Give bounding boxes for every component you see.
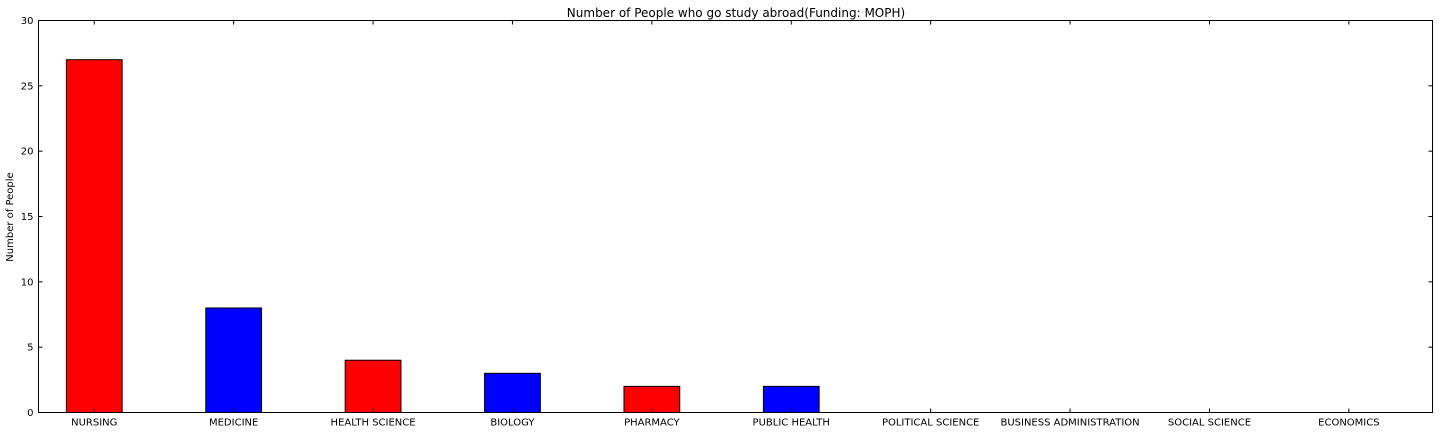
y-tick-label: 5 [27,343,33,354]
y-axis-label: Number of People [5,172,16,261]
x-tick-label: ECONOMICS [1318,418,1379,429]
x-tick-label: MEDICINE [209,418,258,429]
x-tick-label: PUBLIC HEALTH [753,418,830,429]
tick-labels-group: NURSING MEDICINE HEALTH SCIENCE BIOLOGY PHAR… [21,16,1380,429]
y-tick-label: 0 [27,408,33,419]
x-tick-label: NURSING [71,418,117,429]
x-tick-label: PHARMACY [624,418,680,429]
bar-public-health [762,385,820,414]
x-tick-label: HEALTH SCIENCE [331,418,416,429]
y-tick-label: 10 [21,277,34,288]
y-tick-label: 15 [21,212,34,223]
bars-group [65,59,820,414]
y-tick-label: 30 [21,16,34,27]
bar-medicine [205,307,263,414]
bar-nursing [65,59,123,413]
bar-health-science [344,359,402,414]
plot-frame [38,20,1433,413]
ticks-group [38,20,1433,413]
x-tick-label: SOCIAL SCIENCE [1168,418,1251,429]
x-tick-label: BIOLOGY [490,418,535,429]
x-tick-label: POLITICAL SCIENCE [882,418,979,429]
chart-title: Number of People who go study abroad(Fun… [567,6,905,20]
bar-biology [484,372,541,413]
bar-pharmacy [623,385,681,414]
x-tick-label: BUSINESS ADMINISTRATION [1000,418,1139,429]
y-tick-label: 25 [21,81,34,92]
y-tick-label: 20 [21,147,34,158]
